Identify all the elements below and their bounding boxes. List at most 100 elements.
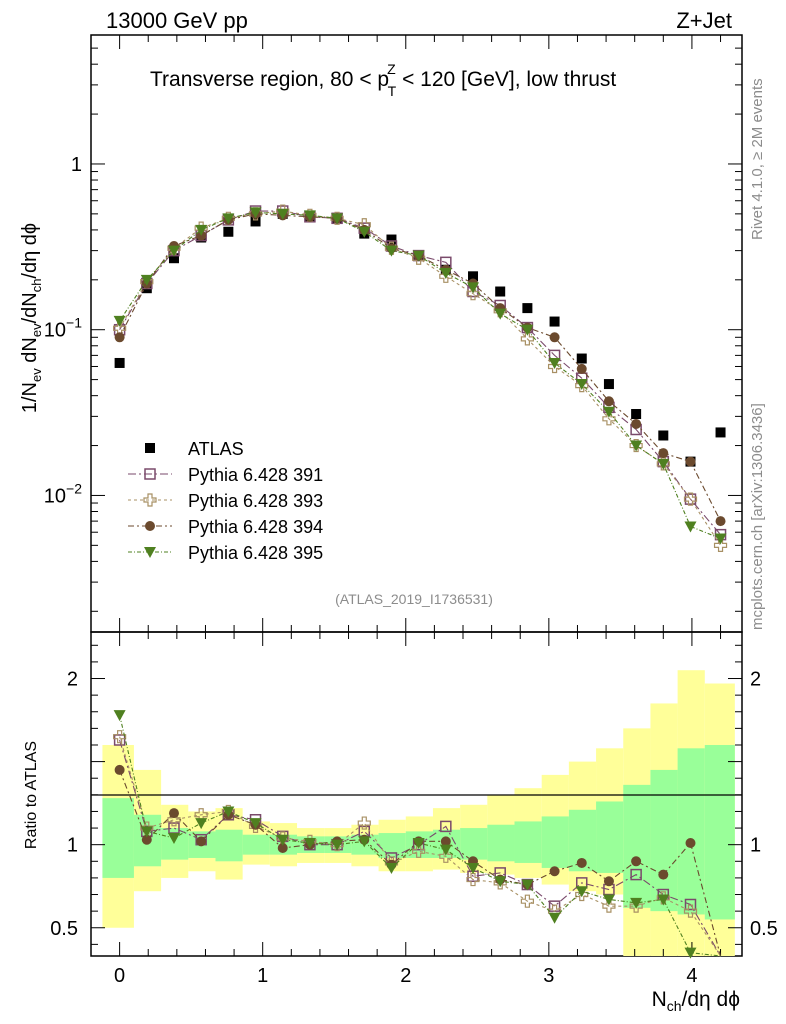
main-point	[548, 357, 561, 369]
main-point	[602, 406, 615, 418]
band-inner-bin	[460, 828, 488, 860]
ratio-point	[167, 833, 180, 845]
band-inner-bin	[242, 834, 270, 855]
ratio-y-axis-title: Ratio to ATLAS	[23, 741, 40, 849]
ratio-point	[439, 849, 453, 863]
band-inner-bin	[541, 816, 569, 868]
main-point	[658, 448, 669, 459]
main-point	[684, 521, 697, 533]
band-inner-bin	[378, 833, 406, 858]
main-point	[303, 210, 316, 222]
main-point	[576, 353, 587, 364]
ratio-point	[684, 898, 697, 911]
band-inner-bin	[102, 798, 134, 878]
ratio-line	[119, 736, 721, 957]
ratio-y-tick-label: 2	[67, 669, 78, 691]
main-point	[494, 308, 507, 320]
x-axis-title: Nch/dη dϕ	[652, 988, 740, 1014]
main-y-axis-title: 1/Nev dNev/dNch/dη dϕ	[19, 223, 44, 413]
legend-marker	[144, 468, 156, 480]
ratio-point	[114, 764, 125, 775]
main-point	[715, 427, 726, 438]
y-tick-label: 10−2	[44, 480, 82, 507]
main-point	[685, 456, 696, 467]
main-point	[168, 253, 179, 264]
ratio-y-tick-label: 0.5	[50, 918, 78, 940]
ratio-point	[576, 857, 587, 868]
ratio-point	[113, 730, 127, 744]
main-point	[439, 267, 452, 279]
plot-title-tail: < 120 [GeV], low thrust	[396, 68, 616, 91]
ratio-point	[140, 826, 153, 838]
ratio-point	[520, 894, 534, 908]
band-inner-bin	[704, 744, 735, 920]
main-point	[575, 379, 588, 391]
series-layer	[113, 204, 728, 959]
ratio-point	[277, 843, 288, 853]
ratio-point	[685, 838, 696, 849]
ratio-point	[168, 808, 179, 819]
y-tick-label: 10−1	[44, 315, 82, 342]
ratio-point	[195, 818, 208, 830]
ratio-point	[602, 899, 616, 913]
main-point	[522, 303, 533, 314]
main-point	[114, 357, 125, 368]
ratio-point	[494, 876, 507, 888]
main-point	[683, 492, 698, 506]
main-point	[466, 287, 480, 301]
ratio-point	[303, 838, 316, 850]
main-point	[113, 315, 126, 327]
ratio-point	[631, 856, 642, 867]
main-point	[658, 430, 669, 441]
main-point	[222, 213, 235, 225]
legend-marker	[145, 521, 155, 531]
rivet-label: Rivet 4.1.0, ≥ 2M events	[749, 78, 766, 240]
ratio-point	[683, 904, 698, 918]
main-point	[684, 493, 697, 505]
ratio-point	[331, 839, 344, 851]
legend-label: Pythia 6.428 395	[188, 543, 323, 563]
ratio-point	[140, 821, 154, 835]
mcplots-label: mcplots.cern.ch [arXiv:1306.3436]	[749, 403, 766, 630]
analysis-label: (ATLAS_2019_I1736531)	[335, 591, 493, 607]
main-point	[521, 324, 534, 336]
main-point	[715, 516, 726, 527]
ratio-point	[630, 868, 642, 881]
legend-marker	[143, 493, 157, 507]
main-point	[195, 224, 208, 236]
ratio-point	[602, 894, 615, 906]
legend-marker	[144, 547, 156, 558]
main-point	[631, 418, 642, 429]
plot-title-main: Transverse region, 80 < p	[150, 68, 389, 91]
ratio-point	[385, 862, 398, 874]
band-inner-bin	[596, 801, 624, 873]
plot-title-sup: Z	[387, 61, 396, 77]
main-point	[549, 316, 560, 327]
axes: 0 1 2 3 4 10−2 10−1 1 0.5 0.5 1 1 2 2	[44, 34, 778, 987]
ratio-point	[603, 876, 614, 887]
main-point	[358, 226, 371, 238]
ratio-point	[141, 834, 152, 845]
ratio-y-tick-label-right: 0.5	[750, 918, 778, 940]
x-tick-label: 4	[686, 965, 697, 987]
band-inner-bin	[677, 748, 705, 915]
main-point	[468, 271, 479, 282]
ratio-y-tick-label-right: 2	[750, 669, 761, 691]
main-point	[412, 250, 425, 262]
main-point	[276, 208, 289, 220]
ratio-point	[357, 816, 371, 830]
band-inner-bin	[215, 829, 243, 862]
ratio-point	[222, 806, 235, 818]
main-point	[386, 234, 397, 245]
ratio-point	[467, 862, 480, 874]
main-point	[249, 207, 262, 219]
ratio-point	[440, 836, 451, 847]
legend: ATLAS Pythia 6.428 391 Pythia 6.428 393 Pyt…	[128, 439, 323, 563]
main-point	[167, 245, 180, 257]
x-tick-label: 2	[400, 965, 411, 987]
legend-label: Pythia 6.428 394	[188, 517, 323, 537]
main-point	[549, 332, 560, 343]
main-point	[385, 245, 398, 257]
main-point	[630, 440, 643, 452]
